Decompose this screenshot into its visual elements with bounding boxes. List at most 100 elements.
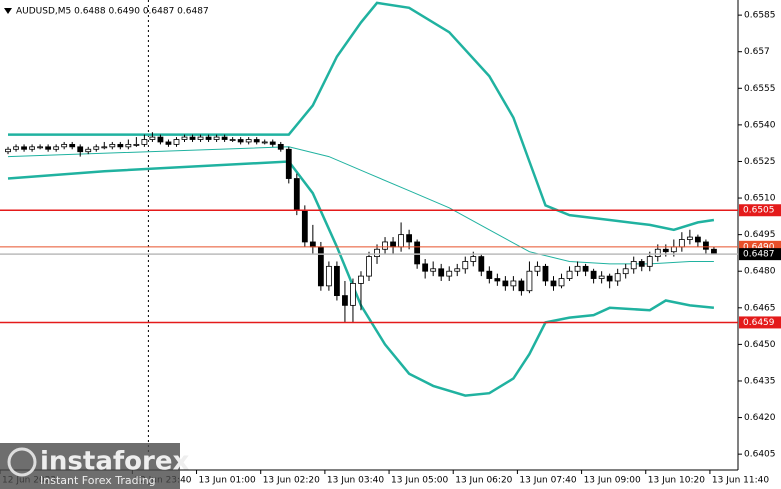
- candle-body: [670, 246, 677, 253]
- candle-body: [237, 139, 244, 143]
- candle-body: [229, 139, 236, 141]
- candle-body: [654, 248, 661, 257]
- candle-body: [5, 148, 11, 153]
- y-tick-label: 0.6585: [744, 11, 776, 21]
- candle-body: [93, 146, 100, 150]
- candle-body: [606, 275, 613, 282]
- candle-body: [101, 146, 108, 149]
- candle-body: [69, 143, 76, 148]
- candle-body: [317, 246, 324, 287]
- candle-body: [638, 261, 645, 267]
- candle-body: [574, 265, 581, 272]
- candle-body: [325, 265, 332, 287]
- price-level-tag: [739, 248, 781, 261]
- candle-body: [29, 146, 35, 150]
- candle-body: [149, 136, 156, 140]
- x-tick-label: 13 Jun 07:40: [519, 476, 576, 486]
- x-tick-label: 13 Jun 02:20: [263, 476, 320, 486]
- candle-body: [45, 146, 52, 150]
- candle-body: [430, 268, 437, 272]
- candle-body: [205, 136, 212, 140]
- candle-body: [117, 143, 124, 148]
- candle-body: [350, 283, 356, 306]
- candle-body: [334, 265, 340, 297]
- candle-body: [566, 270, 573, 279]
- candle-body: [518, 280, 525, 292]
- candle-body: [358, 275, 364, 284]
- candle-body: [109, 143, 116, 148]
- candle-body: [686, 236, 693, 240]
- candle-body: [245, 139, 252, 143]
- price-level-tag: [739, 316, 781, 329]
- candle-body: [366, 256, 372, 277]
- chart-title: AUDUSD,M5 0.6488 0.6490 0.6487 0.6487: [16, 7, 209, 17]
- bollinger-band: [7, 160, 715, 397]
- candle-body: [253, 139, 260, 143]
- candle-body: [422, 263, 429, 272]
- menu-triangle[interactable]: [4, 8, 12, 14]
- price-level-label: 0.6490: [743, 242, 775, 252]
- price-level-label: 0.6505: [743, 206, 775, 216]
- candle-body: [189, 136, 196, 140]
- candle-body: [309, 241, 316, 248]
- candle-body: [582, 265, 589, 272]
- candle-body: [61, 143, 68, 148]
- y-tick-label: 0.6435: [744, 376, 776, 386]
- y-tick-label: 0.6450: [744, 340, 776, 350]
- watermark: instaforex Instant Forex Trading: [0, 443, 190, 489]
- candle-body: [261, 141, 268, 144]
- candle-body: [630, 261, 637, 270]
- x-tick-label: 13 Jun 10:20: [648, 476, 705, 486]
- x-tick-label: 13 Jun 05:00: [391, 476, 448, 486]
- candle-body: [598, 275, 605, 279]
- candle-body: [550, 280, 557, 287]
- price-level-label: 0.6459: [743, 318, 775, 328]
- y-tick-label: 0.6480: [744, 267, 776, 277]
- x-tick-label: 13 Jun 09:00: [584, 476, 641, 486]
- candle-body: [526, 270, 533, 292]
- candle-body: [470, 256, 477, 262]
- candle-body: [462, 261, 469, 270]
- candle-body: [646, 256, 653, 267]
- candle-body: [406, 234, 413, 243]
- price-level-label: 0.6487: [743, 250, 775, 260]
- bollinger-band: [8, 1, 715, 232]
- y-tick-label: 0.6540: [744, 120, 776, 130]
- candle-body: [181, 136, 188, 140]
- candle-body: [141, 139, 148, 145]
- candle-body: [165, 141, 172, 145]
- watermark-tagline: Instant Forex Trading: [40, 474, 156, 487]
- y-tick-label: 0.6495: [744, 230, 776, 240]
- candle-body: [133, 143, 140, 146]
- candle-body: [285, 148, 292, 179]
- candle-body: [77, 146, 84, 153]
- candle-body: [678, 239, 685, 248]
- candle-body: [173, 139, 180, 145]
- candle-body: [301, 209, 308, 243]
- y-tick-label: 0.6420: [744, 413, 776, 423]
- candle-body: [13, 146, 19, 150]
- candle-body: [398, 234, 404, 248]
- candle-body: [374, 248, 380, 257]
- candle-body: [213, 136, 220, 140]
- candle-body: [293, 178, 300, 211]
- watermark-logo: [7, 447, 37, 477]
- candle-body: [269, 141, 276, 145]
- candle-body: [502, 280, 509, 287]
- candle-body: [37, 146, 44, 149]
- y-tick-label: 0.657: [744, 47, 770, 57]
- candle-body: [534, 265, 541, 272]
- candle-body: [590, 270, 597, 279]
- candle-body: [221, 136, 228, 140]
- candle-body: [703, 241, 709, 250]
- candle-body: [494, 278, 501, 282]
- candle-body: [21, 146, 27, 150]
- candle-body: [414, 241, 421, 265]
- x-tick-label: 13 Jun 03:40: [327, 476, 384, 486]
- candle-body: [622, 268, 629, 275]
- price-level-tag: [739, 204, 781, 217]
- x-tick-label: 13 Jun 01:00: [199, 476, 256, 486]
- y-tick-label: 0.6510: [744, 194, 776, 204]
- candle-body: [157, 136, 164, 143]
